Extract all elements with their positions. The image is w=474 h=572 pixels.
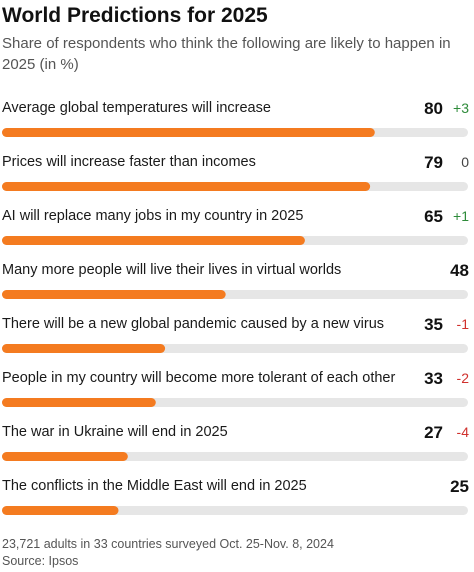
category-label: Average global temperatures will increas… xyxy=(2,100,271,116)
footnote: 23,721 adults in 33 countries surveyed O… xyxy=(2,536,334,570)
bar xyxy=(2,506,119,515)
category-label: There will be a new global pandemic caus… xyxy=(2,316,384,332)
change-label: +3 xyxy=(453,100,469,116)
category-label: Many more people will live their lives i… xyxy=(2,262,341,278)
chart-subtitle: Share of respondents who think the follo… xyxy=(2,35,451,73)
bar xyxy=(2,128,375,137)
value-label: 80 xyxy=(424,99,443,118)
bar xyxy=(2,344,166,353)
source-note: Source: Ipsos xyxy=(2,554,79,568)
change-label: -1 xyxy=(457,316,470,332)
bar xyxy=(2,452,128,461)
value-label: 25 xyxy=(450,477,469,496)
bar xyxy=(2,182,371,191)
change-label: 0 xyxy=(461,154,469,170)
category-label: AI will replace many jobs in my country … xyxy=(2,208,303,224)
value-label: 79 xyxy=(424,153,443,172)
bar xyxy=(2,236,305,245)
change-label: -4 xyxy=(457,424,470,440)
bar-track xyxy=(2,506,468,515)
category-label: The war in Ukraine will end in 2025 xyxy=(2,424,228,440)
category-label: People in my country will become more to… xyxy=(2,370,395,386)
change-label: +1 xyxy=(453,208,469,224)
category-label: Prices will increase faster than incomes xyxy=(2,154,256,170)
value-label: 65 xyxy=(424,207,443,226)
bar xyxy=(2,398,156,407)
value-label: 35 xyxy=(424,315,443,334)
value-label: 27 xyxy=(424,423,443,442)
chart-title: World Predictions for 2025 xyxy=(2,4,268,27)
value-label: 33 xyxy=(424,369,443,388)
bar xyxy=(2,290,226,299)
value-label: 48 xyxy=(450,261,469,280)
survey-note: 23,721 adults in 33 countries surveyed O… xyxy=(2,537,334,551)
category-label: The conflicts in the Middle East will en… xyxy=(2,478,307,494)
change-label: -2 xyxy=(457,370,470,386)
